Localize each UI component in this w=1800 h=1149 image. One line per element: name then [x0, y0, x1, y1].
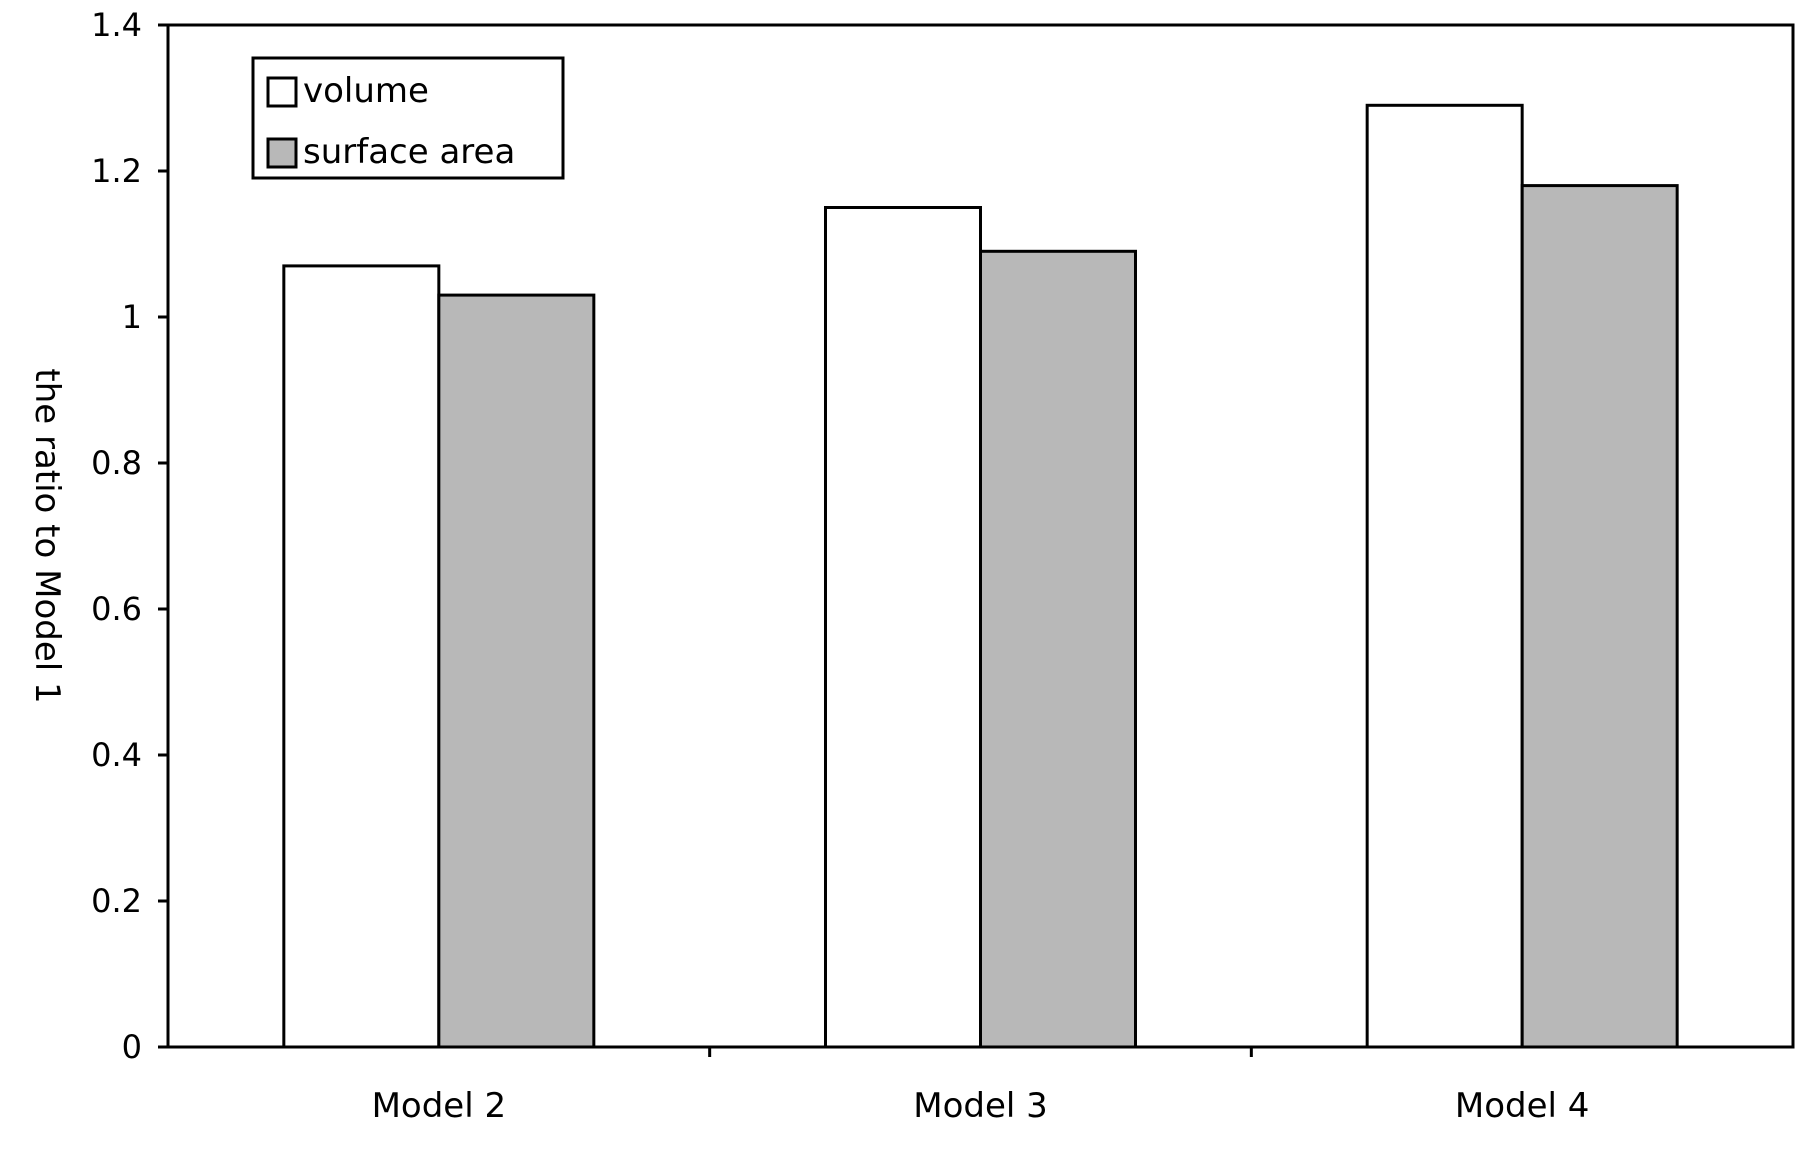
y-axis: 0 0.2 0.4 0.6 0.8 1 1.2 1.4: [91, 6, 168, 1066]
y-tick-label: 0.2: [91, 882, 142, 920]
legend-label: surface area: [303, 132, 515, 172]
x-category-label: Model 3: [913, 1086, 1048, 1126]
bar-volume-model-4: [1365, 103, 1524, 1049]
y-tick-label: 1.4: [91, 6, 142, 44]
legend-swatch: [266, 76, 298, 108]
legend-label: volume: [303, 71, 429, 111]
y-tick-label: 0: [122, 1028, 142, 1066]
x-category-label: Model 2: [372, 1086, 507, 1126]
legend-box: [251, 56, 565, 180]
bar-surface-area-model-3: [979, 249, 1137, 1049]
x-axis: Model 2 Model 3 Model 4: [372, 1047, 1590, 1126]
x-category-label: Model 4: [1455, 1086, 1590, 1126]
y-tick-label: 1.2: [91, 152, 142, 190]
y-tick-label: 0.8: [91, 444, 142, 482]
legend: volume surface area: [251, 56, 565, 180]
plot-area-frame: [166, 23, 1795, 1049]
bar-surface-area-model-4: [1520, 184, 1679, 1049]
bars-group: [282, 103, 1679, 1049]
y-tick-label: 0.4: [91, 736, 142, 774]
y-tick-label: 0.6: [91, 590, 142, 628]
y-tick-label: 1: [122, 298, 142, 336]
y-axis-title: the ratio to Model 1: [27, 368, 67, 703]
legend-swatch: [266, 137, 298, 169]
bar-surface-area-model-2: [437, 293, 596, 1049]
bar-volume-model-3: [824, 206, 982, 1049]
bar-volume-model-2: [282, 264, 441, 1049]
